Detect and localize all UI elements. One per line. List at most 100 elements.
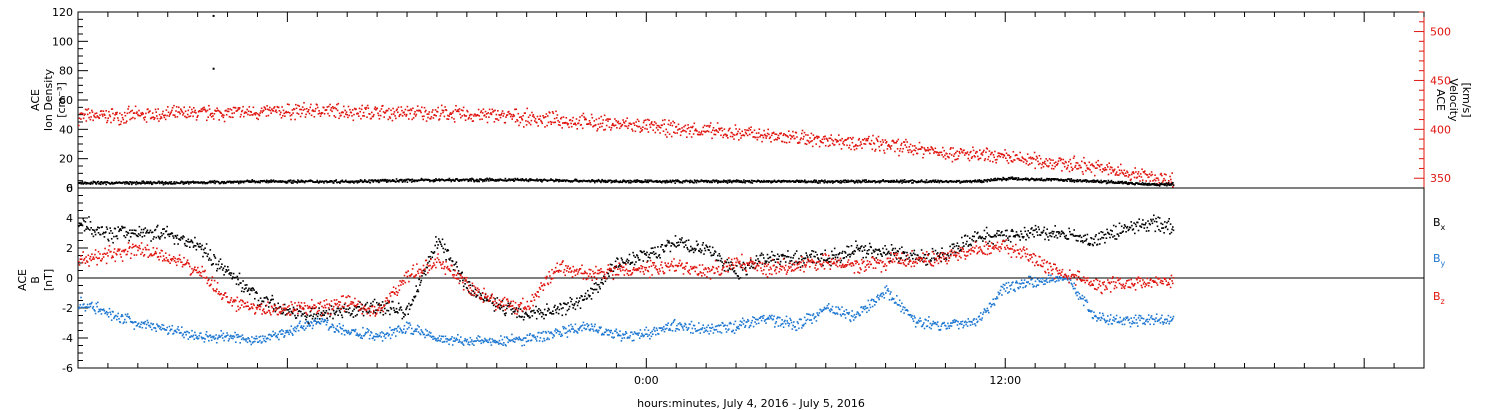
- density-point: [1062, 180, 1064, 182]
- velocity-point: [963, 154, 966, 156]
- density-point: [725, 180, 728, 182]
- velocity-point: [1127, 176, 1130, 178]
- velocity-point: [780, 132, 782, 134]
- velocity-point: [997, 152, 1000, 154]
- bx-point: [764, 260, 767, 262]
- velocity-point: [1019, 151, 1021, 154]
- density-point: [1050, 179, 1052, 182]
- velocity-point: [1124, 172, 1127, 174]
- bx-point: [262, 300, 265, 303]
- velocity-point: [338, 112, 341, 115]
- bx-point: [525, 313, 528, 315]
- velocity-point: [1054, 165, 1056, 168]
- bx-point: [679, 238, 681, 240]
- bx-point: [158, 237, 160, 239]
- velocity-point: [552, 112, 555, 115]
- bx-point: [183, 242, 186, 245]
- velocity-point: [512, 115, 514, 118]
- velocity-point: [971, 156, 974, 158]
- velocity-point: [591, 117, 594, 119]
- velocity-point: [849, 137, 852, 139]
- density-point: [494, 180, 496, 182]
- velocity-point: [547, 121, 550, 124]
- density-point: [801, 180, 804, 182]
- velocity-point: [142, 113, 144, 115]
- velocity-point: [124, 114, 127, 117]
- velocity-point: [420, 111, 422, 114]
- velocity-point: [773, 139, 776, 141]
- bx-point: [146, 229, 149, 232]
- velocity-point: [424, 110, 426, 113]
- velocity-point: [1163, 177, 1165, 180]
- velocity-point: [905, 138, 907, 141]
- bx-point: [621, 259, 623, 261]
- density-point: [378, 181, 381, 183]
- bx-point: [224, 271, 227, 273]
- velocity-point: [759, 136, 761, 138]
- bx-point: [592, 288, 595, 291]
- bx-point: [453, 264, 455, 266]
- density-point: [1107, 182, 1109, 184]
- bx-point: [530, 310, 533, 312]
- velocity-point: [158, 120, 160, 122]
- velocity-point: [686, 136, 688, 138]
- bx-point: [100, 226, 103, 229]
- density-point: [131, 181, 134, 183]
- density-point: [491, 178, 493, 180]
- velocity-point: [1145, 180, 1147, 182]
- velocity-point: [835, 141, 838, 143]
- bx-point: [330, 305, 333, 307]
- density-point: [1172, 184, 1175, 186]
- bx-point: [994, 234, 997, 236]
- velocity-point: [421, 115, 424, 118]
- velocity-point: [392, 113, 395, 115]
- velocity-point: [536, 115, 539, 118]
- velocity-point: [91, 109, 93, 112]
- velocity-point: [663, 123, 665, 125]
- velocity-point: [926, 149, 928, 151]
- bx-point: [746, 273, 748, 276]
- velocity-point: [790, 138, 792, 140]
- density-point: [164, 183, 166, 185]
- bx-point: [148, 231, 151, 234]
- velocity-point: [1081, 171, 1084, 173]
- bx-point: [498, 306, 501, 309]
- velocity-point: [762, 136, 765, 139]
- density-point: [780, 181, 782, 184]
- velocity-point: [255, 112, 257, 114]
- velocity-point: [918, 148, 920, 150]
- velocity-point: [873, 143, 876, 145]
- density-point: [508, 178, 511, 180]
- velocity-point: [642, 126, 644, 128]
- velocity-point: [179, 112, 181, 115]
- velocity-point: [555, 110, 557, 113]
- bx-point: [209, 249, 212, 251]
- velocity-point: [692, 133, 695, 135]
- density-point: [403, 179, 406, 181]
- density-point: [1172, 182, 1174, 184]
- bx-point: [316, 315, 319, 318]
- bx-point: [226, 270, 228, 272]
- velocity-point: [738, 139, 740, 141]
- velocity-point: [911, 150, 913, 152]
- density-point: [989, 180, 992, 182]
- velocity-point: [559, 124, 561, 127]
- bx-point: [901, 246, 903, 248]
- bx-point: [449, 257, 452, 259]
- velocity-point: [974, 152, 977, 154]
- velocity-point: [619, 122, 622, 125]
- velocity-point: [639, 131, 641, 133]
- bx-point: [309, 310, 312, 313]
- density-point: [89, 183, 92, 185]
- velocity-point: [329, 103, 331, 106]
- bx-point: [589, 295, 591, 297]
- density-point: [839, 179, 842, 182]
- density-tick-label: 20: [59, 153, 73, 166]
- velocity-point: [664, 133, 667, 136]
- velocity-point: [564, 121, 567, 124]
- velocity-point: [448, 115, 450, 117]
- density-point: [412, 180, 415, 183]
- bx-point: [1013, 235, 1016, 237]
- density-point: [483, 179, 485, 181]
- density-point: [448, 179, 450, 182]
